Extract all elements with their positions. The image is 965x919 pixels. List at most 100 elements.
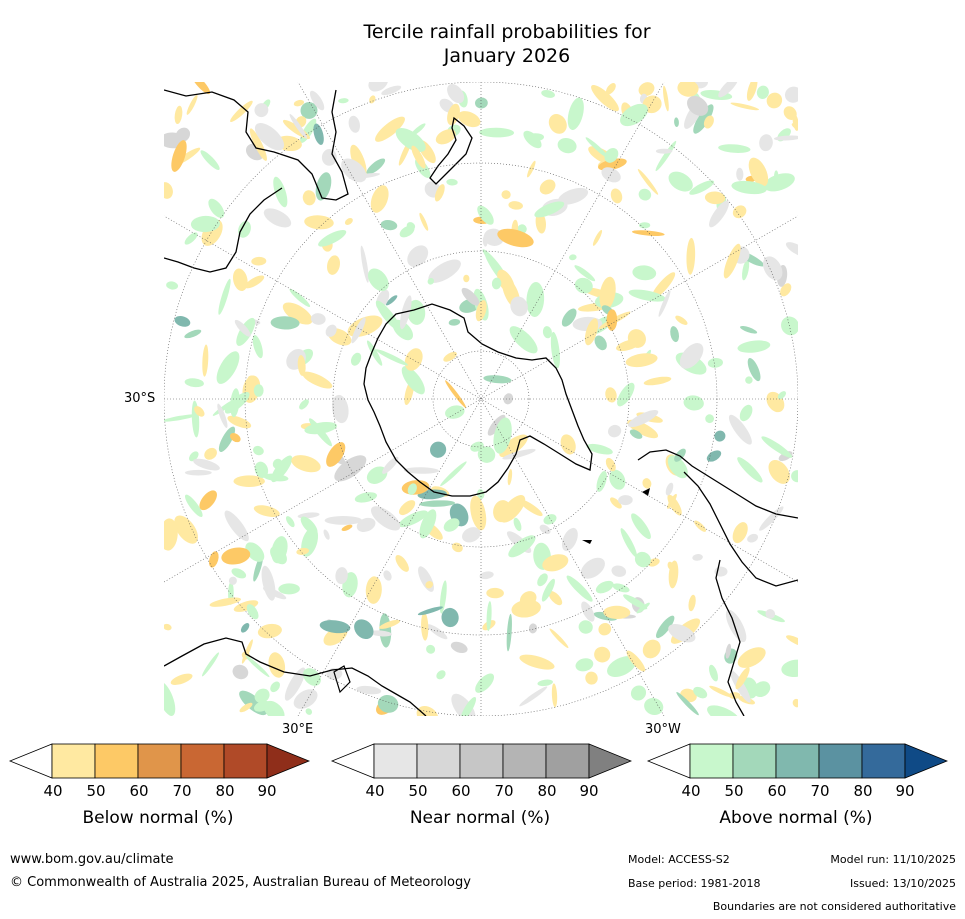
probability-patch (366, 158, 386, 175)
probability-patch (278, 583, 300, 595)
probability-patch (234, 319, 251, 337)
legend-below-tick-50: 50 (86, 782, 106, 800)
probability-patch (781, 316, 798, 336)
probability-patch (434, 184, 445, 202)
colorbar-segment (373, 743, 418, 779)
probability-patch (300, 102, 318, 119)
probability-patch (479, 571, 494, 580)
probability-patch (604, 148, 619, 163)
probability-patch (351, 317, 366, 344)
probability-patch (216, 351, 240, 384)
probability-patch (707, 705, 741, 716)
probability-patch (470, 441, 484, 452)
probability-patch (539, 179, 556, 195)
probability-patch (765, 609, 776, 619)
longitude-label-30e: 30°E (282, 722, 314, 737)
probability-patch (655, 148, 673, 154)
probability-patch (638, 82, 655, 97)
probability-patch (567, 97, 584, 131)
colorbar-segment (545, 743, 590, 779)
probability-patch (483, 375, 512, 384)
probability-patch (508, 535, 536, 558)
legend-below-normal: 40 50 60 70 80 90 Below normal (%) (8, 742, 318, 842)
graticule (164, 82, 798, 716)
probability-patch (655, 615, 675, 639)
legend-near-tick-60: 60 (451, 782, 471, 800)
south-america-west-coastline (715, 559, 745, 716)
probability-patch (435, 129, 456, 145)
probability-patch (268, 652, 286, 678)
probability-patch (383, 570, 392, 581)
probability-patch (403, 467, 439, 474)
probability-patch (262, 586, 287, 600)
probability-patch (289, 288, 311, 307)
probability-patch (190, 215, 220, 233)
probability-patch (581, 601, 595, 622)
probability-patch (425, 581, 434, 589)
legend-near-tick-90: 90 (579, 782, 599, 800)
probability-patch (674, 117, 679, 127)
probability-patch (732, 205, 747, 219)
model-run-date: Model run: 11/10/2025 (830, 853, 956, 866)
probability-patch (508, 201, 523, 210)
probability-patch (759, 134, 773, 152)
probability-patch (507, 468, 513, 486)
probability-patch (527, 160, 536, 178)
probability-patch (668, 560, 679, 589)
probability-patch (323, 529, 330, 540)
probability-patch (616, 339, 641, 352)
probability-patch (535, 212, 546, 234)
probability-patch (493, 417, 512, 454)
probability-patch (232, 664, 249, 680)
probability-patch (658, 290, 671, 317)
probability-patch (254, 123, 285, 151)
polar-map-canvas (164, 82, 798, 716)
probability-patch (574, 265, 596, 282)
probability-patch (541, 578, 555, 602)
probability-patch (537, 679, 553, 687)
probability-patch (605, 83, 616, 95)
probability-patch (231, 568, 247, 579)
probability-patch (759, 506, 784, 531)
colorbar-segment (732, 743, 777, 779)
colorbar-segment (861, 743, 906, 779)
probability-patch (254, 103, 269, 118)
probability-patch (761, 436, 793, 458)
probability-patch (184, 232, 198, 245)
title-line-1: Tercile rainfall probabilities for (363, 21, 651, 43)
bom-website-link[interactable]: www.bom.gov.au/climate (10, 852, 174, 867)
probability-patch (184, 378, 204, 388)
probability-patch (186, 94, 198, 115)
new-zealand-coastline (429, 116, 473, 185)
probability-patch (596, 470, 607, 492)
probability-patch (638, 222, 651, 229)
probability-patch (509, 326, 538, 354)
probability-patch (418, 566, 434, 592)
probability-patch (670, 326, 680, 343)
probability-patch (687, 95, 709, 116)
probability-patch (416, 705, 439, 716)
probability-patch (245, 655, 270, 678)
probability-patch (704, 191, 726, 205)
probability-patch (506, 613, 512, 652)
probability-patch (706, 450, 722, 462)
falkland-islands (642, 488, 650, 496)
probability-patch (251, 256, 267, 266)
probability-patch (440, 461, 467, 487)
probability-patch (356, 685, 382, 695)
probability-patch (477, 205, 494, 225)
probability-patch (462, 527, 481, 543)
probability-patch (419, 509, 437, 539)
probability-patch (417, 606, 443, 616)
probability-patch (439, 580, 447, 614)
probability-patch (534, 201, 565, 218)
probability-patch (519, 499, 543, 517)
colorbar-segment (689, 743, 734, 779)
probability-patch (164, 623, 172, 631)
probability-patch (164, 182, 173, 199)
probability-patch (428, 259, 461, 283)
legend-above-tick-80: 80 (853, 782, 873, 800)
island-marker (582, 540, 592, 544)
probability-patch (411, 145, 426, 169)
probability-patch (335, 567, 348, 585)
